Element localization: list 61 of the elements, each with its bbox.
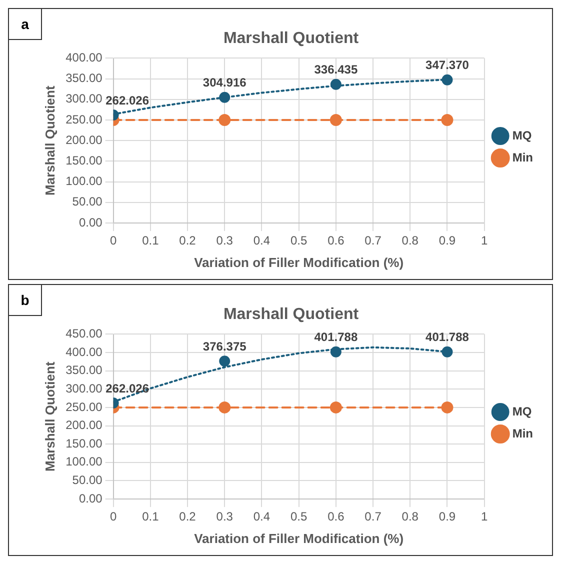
data-label: 347.370 — [426, 58, 470, 72]
y-tick-label: 50.00 — [72, 473, 103, 487]
y-tick-label: 350.00 — [66, 71, 103, 86]
x-axis-title: Variation of Filler Modification (%) — [194, 254, 404, 270]
y-tick-label: 0.00 — [78, 491, 103, 506]
x-tick-label: 0.4 — [253, 510, 270, 524]
y-tick-label: 100.00 — [66, 174, 103, 188]
y-tick-label: 400.00 — [66, 50, 103, 65]
y-axis-title: Marshall Quotient — [42, 85, 58, 196]
y-tick-label: 200.00 — [66, 132, 103, 147]
y-tick-label: 300.00 — [66, 92, 103, 106]
x-tick-label: 0.2 — [179, 234, 196, 248]
x-tick-label: 0.9 — [438, 234, 456, 248]
x-tick-label: 0 — [110, 234, 117, 248]
y-tick-label: 150.00 — [66, 436, 103, 450]
x-tick-label: 0.1 — [142, 234, 160, 248]
x-tick-label: 0.2 — [179, 510, 196, 524]
chart-title: Marshall Quotient — [223, 30, 360, 48]
legend-label: MQ — [512, 128, 532, 142]
y-tick-label: 450.00 — [66, 326, 103, 341]
x-tick-label: 0.3 — [216, 510, 234, 524]
x-tick-label: 0.6 — [328, 510, 345, 524]
x-tick-label: 0.4 — [253, 234, 270, 248]
text: a — [9, 9, 42, 40]
x-tick-label: 0.8 — [402, 510, 419, 524]
x-tick-label: 0.7 — [364, 234, 382, 248]
chart-title: Marshall Quotient — [223, 306, 360, 324]
text: b — [9, 285, 42, 316]
data-label: 376.375 — [202, 339, 247, 354]
y-axis-title: Marshall Quotient — [42, 361, 58, 472]
y-tick-label: 200.00 — [66, 418, 103, 432]
x-tick-label: 0.5 — [290, 234, 308, 248]
y-tick-label: 350.00 — [66, 363, 103, 378]
y-tick-label: 250.00 — [66, 112, 103, 126]
y-tick-label: 400.00 — [66, 344, 103, 359]
x-tick-label: 0.7 — [364, 510, 382, 524]
data-label: 336.435 — [314, 62, 358, 77]
data-label: 304.916 — [202, 76, 247, 90]
legend-label: MQ — [512, 404, 532, 418]
data-label: 262.026 — [106, 381, 150, 396]
x-tick-label: 0 — [110, 510, 117, 524]
y-tick-label: 300.00 — [66, 381, 103, 396]
y-tick-label: 0.00 — [78, 215, 103, 230]
x-tick-label: 1 — [480, 510, 488, 524]
x-tick-label: 0.5 — [290, 510, 308, 524]
x-tick-label: 0.1 — [142, 510, 160, 524]
x-tick-label: 0.3 — [216, 234, 234, 248]
x-tick-label: 0.9 — [438, 510, 456, 524]
x-axis-title: Variation of Filler Modification (%) — [194, 530, 404, 546]
y-tick-label: 250.00 — [66, 400, 103, 414]
data-label: 262.026 — [106, 93, 150, 108]
data-label: 401.788 — [426, 330, 470, 344]
data-label: 401.788 — [314, 330, 358, 344]
y-tick-label: 50.00 — [72, 194, 103, 209]
legend-label: Min — [512, 150, 534, 164]
y-tick-label: 150.00 — [66, 154, 103, 168]
x-tick-label: 0.6 — [328, 234, 345, 248]
x-tick-label: 1 — [480, 234, 488, 248]
x-tick-label: 0.8 — [402, 234, 419, 248]
y-tick-label: 100.00 — [66, 454, 103, 469]
legend-label: Min — [512, 426, 534, 440]
